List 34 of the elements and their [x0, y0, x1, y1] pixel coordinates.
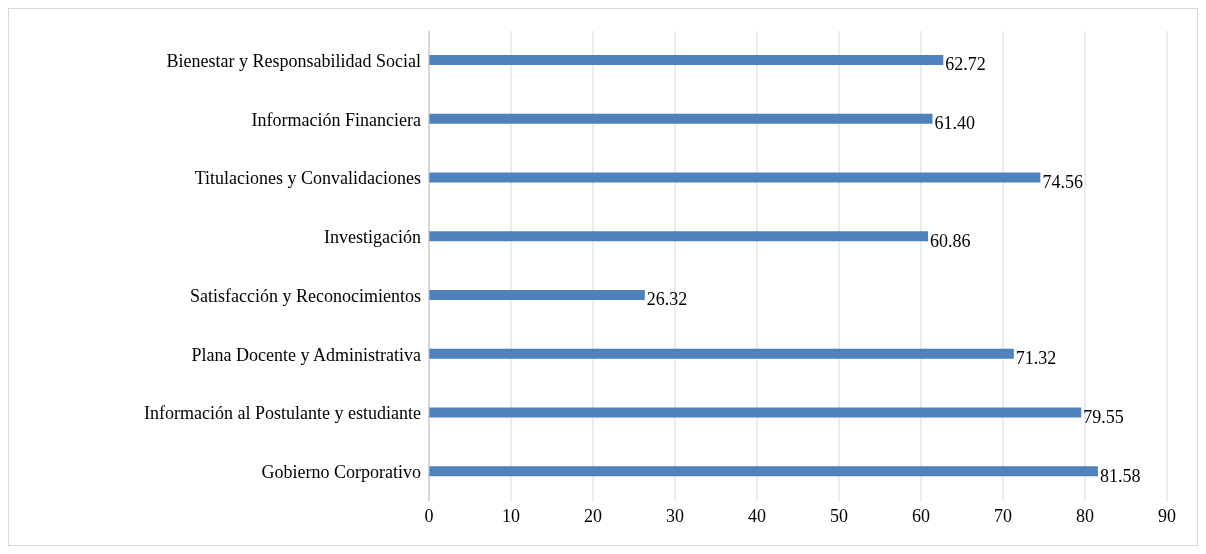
- data-label: 81.58: [1099, 465, 1141, 486]
- x-tick-label: 40: [748, 505, 766, 526]
- y-tick-label: Información al Postulante y estudiante: [144, 403, 421, 424]
- y-tick-label: Plana Docente y Administrativa: [191, 344, 421, 365]
- bar: [429, 55, 944, 65]
- x-tick-label: 80: [1076, 505, 1094, 526]
- x-tick-label: 90: [1158, 505, 1176, 526]
- x-tick-label: 50: [830, 505, 848, 526]
- data-label: 60.86: [930, 230, 971, 251]
- x-tick-label: 0: [424, 505, 434, 526]
- data-label: 79.55: [1083, 406, 1124, 427]
- data-label: 26.32: [646, 289, 688, 310]
- x-tick-label: 20: [584, 505, 602, 526]
- y-tick-label: Gobierno Corporativo: [261, 462, 421, 483]
- bar: [429, 290, 645, 300]
- bar: [429, 466, 1098, 477]
- data-label: 74.56: [1042, 171, 1083, 192]
- y-tick-label: Satisfacción y Reconocimientos: [190, 285, 421, 306]
- x-tick-label: 10: [502, 505, 520, 526]
- bar: [429, 113, 933, 124]
- x-tick-label: 30: [666, 505, 684, 526]
- bar: [429, 407, 1082, 418]
- y-tick-label: Información Financiera: [251, 109, 421, 130]
- data-label: 62.72: [945, 54, 986, 75]
- bar: [429, 348, 1014, 359]
- x-tick-label: 70: [994, 505, 1012, 526]
- data-label: 61.40: [934, 113, 975, 134]
- y-tick-label: Investigación: [324, 227, 421, 248]
- bar: [429, 172, 1041, 183]
- bar: [429, 231, 929, 242]
- data-label: 71.32: [1015, 348, 1057, 369]
- y-tick-label: Titulaciones y Convalidaciones: [194, 168, 421, 189]
- y-tick-label: Bienestar y Responsabilidad Social: [166, 50, 421, 71]
- x-tick-label: 60: [912, 505, 930, 526]
